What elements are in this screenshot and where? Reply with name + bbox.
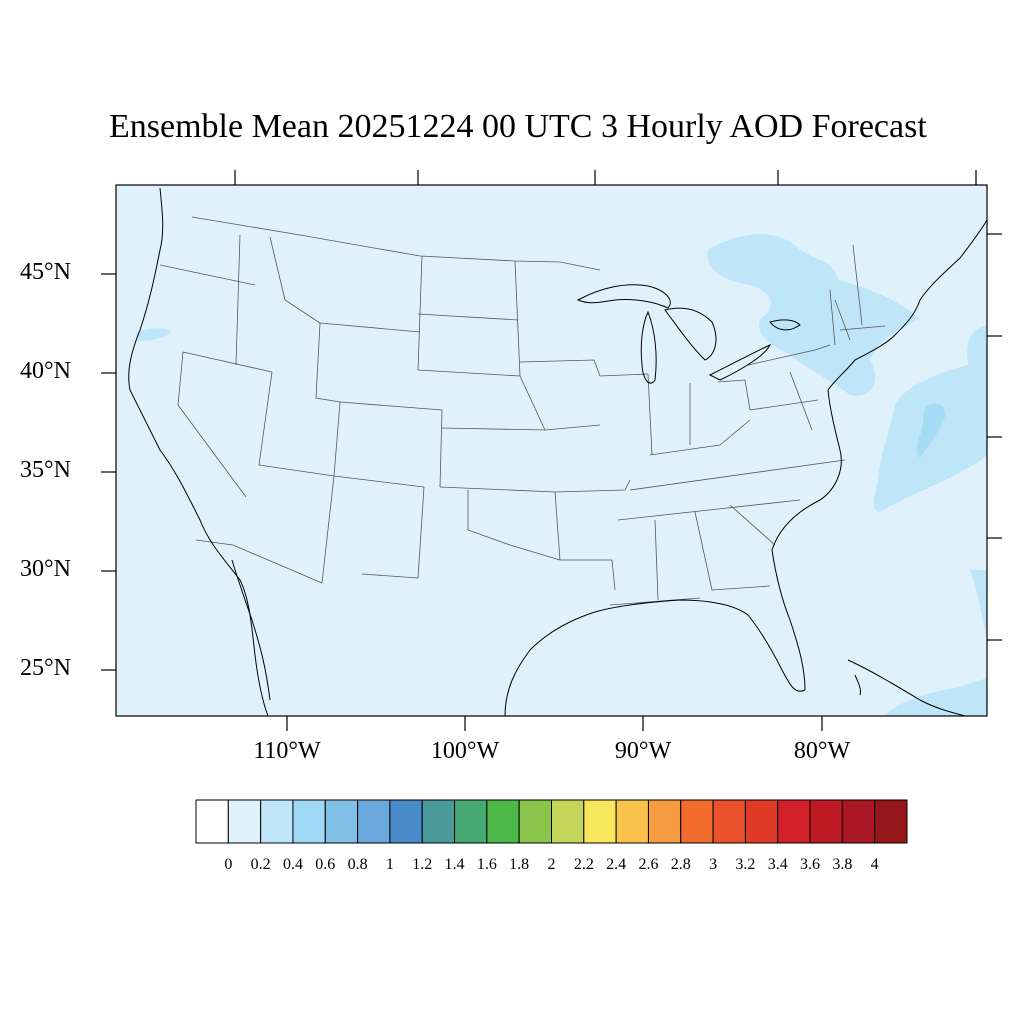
lat-label-35n: 35°N [20,457,71,483]
colorbar-tick-label: 0.6 [315,856,336,873]
lat-label-40n: 40°N [20,358,71,384]
colorbar-tick-label: 1.4 [444,856,465,873]
aod-plume-caribbean [885,678,987,716]
colorbar-box [324,799,359,844]
colorbar-box [680,799,714,844]
colorbar-tick-label: 0.2 [250,856,271,873]
colorbar-tick-label: 1.6 [476,856,497,873]
colorbar-tick-label: 3.6 [800,856,821,873]
map-frame [115,184,988,717]
colorbar-box [712,799,746,844]
colorbar-tick-label: 0.4 [282,856,303,873]
colorbar-tick-label: 1 [385,856,394,873]
lat-label-30n: 30°N [20,556,71,582]
colorbar-tick-label: 0 [224,856,233,873]
colorbar-box [195,799,229,844]
map-background [116,185,987,716]
colorbar-tick-label: 4 [870,856,879,873]
map-ticks [101,170,1002,731]
colorbar-tick-label: 1.8 [509,856,530,873]
colorbar-box [583,799,617,844]
colorbar-tick-label: 2 [547,856,556,873]
state-borders [159,216,886,606]
colorbar-tick-label: 3.4 [767,856,788,873]
colorbar-box [874,799,908,844]
colorbar-box [841,799,876,844]
lon-label-100w: 100°W [430,738,500,764]
lat-label-45n: 45°N [20,259,71,285]
colorbar-tick-label: 2.2 [573,856,594,873]
colorbar-box [615,799,649,844]
colorbar-box [809,799,843,844]
colorbar-box [454,799,488,844]
aod-plume-northeast [707,234,918,396]
lon-label-90w: 90°W [614,738,672,764]
colorbar-tick-label: 3.8 [832,856,853,873]
colorbar-tick-label: 2.4 [606,856,627,873]
colorbar-tick-label: 1.2 [412,856,433,873]
lon-label-80w: 80°W [793,738,851,764]
colorbar-tick-label: 2.6 [638,856,659,873]
colorbar-tick-label: 3.2 [735,856,756,873]
aod-plumes [136,234,987,716]
colorbar-box [551,799,585,844]
colorbar-box [357,799,391,844]
colorbar-tick-label: 0.8 [347,856,368,873]
colorbar-box [389,799,423,844]
colorbar-box [647,799,682,844]
colorbar-box [421,799,456,844]
colorbar-box [292,799,326,844]
colorbar-box [260,799,294,844]
coastlines [128,187,987,716]
colorbar-box [518,799,552,844]
colorbar-box [777,799,811,844]
colorbar-box [744,799,779,844]
colorbar [195,799,908,844]
aod-plume-east-edge [970,570,987,640]
colorbar-box [227,799,262,844]
lat-label-25n: 25°N [20,655,71,681]
colorbar-tick-label: 3 [709,856,718,873]
lon-label-110w: 110°W [253,738,321,764]
aod-plume-atlantic-core [916,403,946,458]
colorbar-tick-label: 2.8 [670,856,691,873]
aod-plume-pacific [136,328,172,341]
colorbar-box [486,799,520,844]
